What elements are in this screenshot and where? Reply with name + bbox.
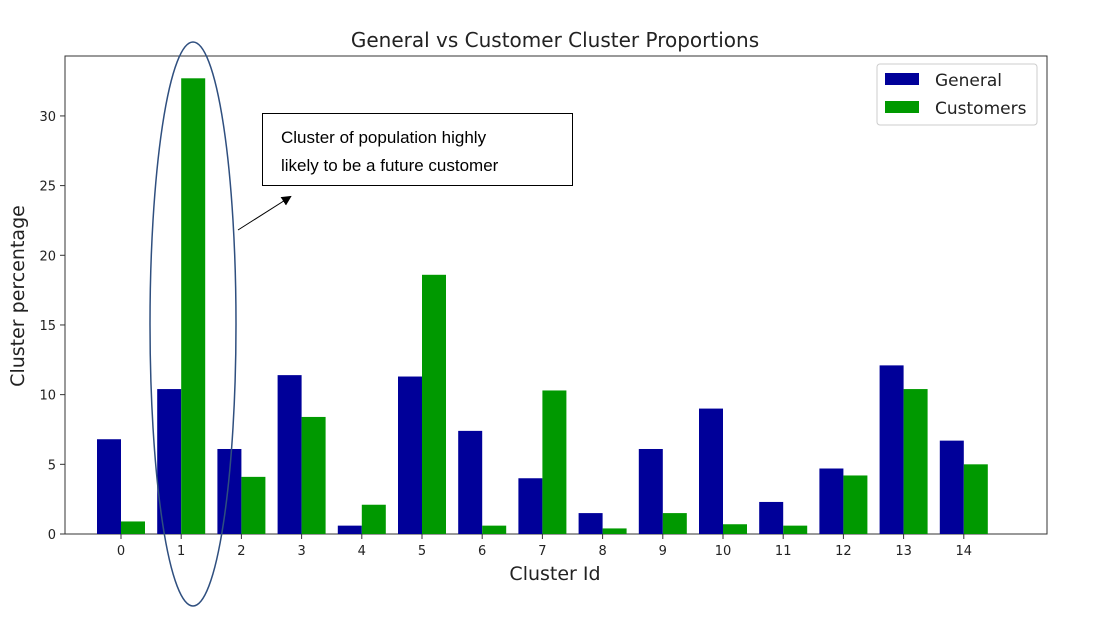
bar-general-cluster-2 [217,448,242,534]
bar-customers-cluster-2 [241,476,266,534]
legend-swatch-general [885,73,919,85]
x-tick-label: 9 [659,544,667,559]
y-tick-label: 10 [39,389,56,404]
x-tick-label: 1 [177,544,185,559]
bar-customers-cluster-6 [482,525,507,534]
x-tick-label: 4 [358,544,366,559]
bar-customers-cluster-4 [361,504,386,534]
x-tick-label: 8 [598,544,606,559]
bar-customers-cluster-0 [121,521,145,534]
x-axis: 0 1 2 3 4 5 6 7 8 9 10 11 12 13 14 [117,534,972,559]
y-axis-label: Cluster percentage [7,205,29,387]
x-tick-label: 7 [538,544,546,559]
x-tick-label: 2 [237,544,245,559]
bar-customers-cluster-13 [903,389,928,534]
highlight-ellipse [149,41,237,607]
bar-customers-cluster-7 [542,390,567,534]
x-tick-label: 14 [956,544,973,559]
x-tick-label: 3 [297,544,305,559]
bar-customers-cluster-3 [301,416,326,534]
annotation-line-1: Cluster of population highly [281,128,487,147]
y-tick-label: 15 [39,319,56,334]
legend-label-general: General [935,71,1002,91]
annotation-arrow [237,195,292,231]
x-tick-label: 5 [418,544,426,559]
bar-general-cluster-13 [879,365,904,534]
bar-general-cluster-5 [398,376,422,534]
y-tick-label: 25 [39,180,56,195]
x-tick-label: 12 [835,544,852,559]
y-tick-label: 0 [48,528,56,543]
y-tick-label: 20 [39,249,56,264]
annotation-callout: Cluster of population highly likely to b… [262,113,573,186]
bar-general-cluster-9 [638,448,663,534]
bar-customers-cluster-14 [963,464,988,534]
bar-customers-cluster-1 [181,78,206,535]
bar-general-cluster-3 [277,375,302,534]
bar-customers-cluster-12 [843,475,868,534]
bar-general-cluster-7 [518,478,543,534]
bar-customers-cluster-11 [783,525,808,534]
x-axis-label: Cluster Id [509,563,600,585]
bar-general-cluster-0 [97,439,121,534]
y-tick-label: 5 [48,458,56,473]
bar-customers-cluster-9 [662,513,687,534]
legend: General Customers [876,63,1038,126]
annotation-line-2: likely to be a future customer [281,156,499,175]
bar-customers-cluster-10 [723,524,747,534]
bar-general-cluster-6 [458,430,483,534]
y-axis: 0 5 10 15 20 25 30 [39,110,65,543]
bar-general-cluster-8 [578,513,603,534]
bar-general-cluster-11 [759,501,784,534]
x-tick-label: 10 [715,544,732,559]
x-tick-label: 11 [775,544,792,559]
bar-general-cluster-4 [337,525,362,534]
bar-general-cluster-10 [699,408,723,534]
legend-swatch-customers [885,101,919,113]
bars-layer [97,78,988,535]
x-tick-label: 13 [895,544,912,559]
y-tick-label: 30 [39,110,56,125]
bar-general-cluster-14 [939,440,964,534]
x-tick-label: 0 [117,544,125,559]
bar-general-cluster-12 [819,468,844,534]
bar-customers-cluster-5 [422,274,446,534]
bar-customers-cluster-8 [602,528,627,534]
chart-title: General vs Customer Cluster Proportions [351,28,759,52]
x-tick-label: 6 [478,544,486,559]
legend-label-customers: Customers [935,99,1027,119]
